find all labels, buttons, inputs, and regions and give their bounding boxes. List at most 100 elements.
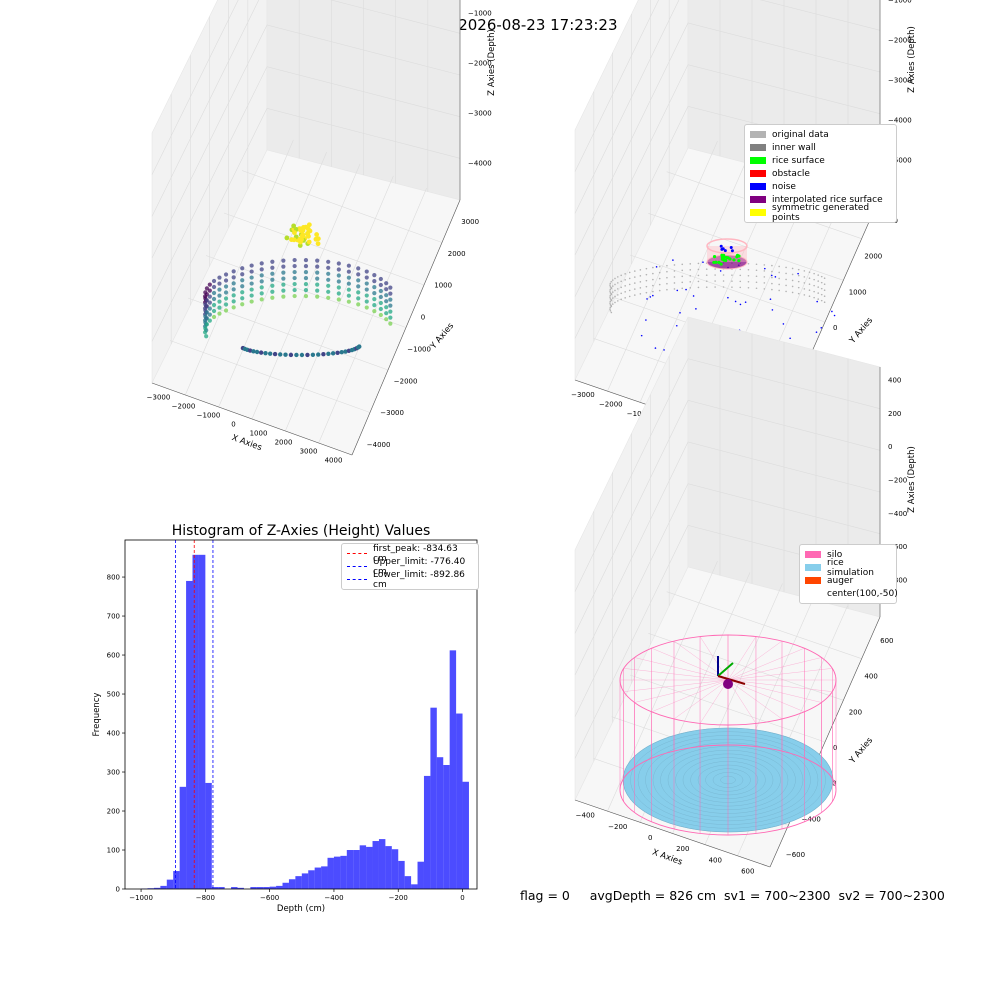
y-axis-line: [769, 616, 881, 868]
data-point: [388, 309, 393, 314]
noise-point: [771, 309, 774, 311]
histogram-bar: [417, 861, 424, 889]
rice-surface-point: [717, 260, 721, 264]
data-point: [384, 281, 389, 286]
histogram-bar: [192, 554, 199, 889]
z-tick-label: −800: [888, 577, 907, 585]
data-point: [611, 297, 614, 299]
data-point: [301, 225, 306, 230]
rice-surface-point: [724, 258, 728, 263]
data-point: [314, 232, 320, 237]
data-point: [247, 348, 253, 353]
data-point: [292, 257, 297, 263]
noise-point: [679, 311, 681, 314]
data-point: [378, 276, 383, 282]
data-point: [346, 275, 351, 280]
histogram-bar: [333, 856, 341, 889]
histogram-bar: [443, 764, 450, 889]
data-point: [272, 351, 278, 357]
avg-depth-text: avgDepth = 826 cm: [589, 888, 717, 903]
noise-point: [702, 261, 704, 263]
histogram-bar: [166, 879, 174, 889]
data-point: [211, 302, 217, 308]
data-point: [299, 233, 305, 238]
x-tick-label: −3000: [571, 391, 595, 399]
data-point: [372, 302, 377, 308]
data-point: [778, 283, 780, 286]
legend-entry: noise: [750, 180, 891, 193]
data-point: [281, 270, 286, 275]
data-point: [747, 262, 750, 265]
legend-entry: first_peak: -834.63 cm: [347, 544, 473, 564]
x-tick-label: 200: [676, 845, 689, 853]
data-point: [645, 291, 648, 294]
data-point: [763, 288, 766, 290]
data-point: [211, 308, 217, 314]
data-point: [645, 273, 648, 276]
data-point: [223, 272, 229, 277]
data-point: [249, 287, 254, 292]
histogram-bar: [218, 887, 225, 889]
legend-swatch: [805, 590, 821, 597]
legend-label: rice simulation: [827, 557, 874, 578]
data-point: [652, 266, 654, 269]
x-tick-label: 400: [709, 856, 722, 864]
center-marker: [723, 679, 733, 689]
histogram-bar: [340, 855, 347, 889]
data-point: [609, 282, 612, 285]
data-point: [281, 288, 286, 293]
data-point: [291, 223, 297, 229]
data-point: [249, 263, 254, 268]
legend-entry: symmetric generated points: [750, 203, 891, 223]
data-point: [343, 349, 348, 354]
data-point: [211, 314, 217, 320]
z-tick-label: −5000: [888, 157, 912, 165]
data-point: [624, 297, 626, 299]
data-point: [378, 300, 383, 306]
histogram-bar: [282, 882, 289, 889]
data-point: [292, 263, 297, 269]
data-point: [303, 269, 309, 275]
histogram-title: Histogram of Z-Axies (Height) Values: [171, 523, 431, 539]
data-point: [223, 302, 229, 307]
data-point: [609, 296, 611, 298]
data-point: [673, 282, 676, 284]
legend-line: [347, 566, 367, 567]
noise-point: [816, 300, 818, 303]
data-point: [610, 286, 613, 289]
data-point: [739, 274, 742, 277]
data-point: [628, 289, 631, 292]
data-point: [778, 271, 780, 274]
data-point: [813, 290, 815, 293]
legend-label: interpolated rice surface: [772, 194, 883, 205]
x-tick-label: −800: [196, 894, 215, 902]
data-point: [326, 295, 331, 300]
data-point: [249, 299, 254, 304]
data-point: [820, 299, 823, 302]
data-point: [306, 239, 312, 245]
silo-roof-line: [651, 679, 729, 713]
data-point: [336, 297, 341, 302]
data-point: [813, 278, 815, 281]
noise-point: [739, 303, 742, 306]
data-point: [739, 268, 742, 271]
data-point: [259, 261, 264, 266]
y-tick-label: −400: [802, 815, 821, 823]
data-point: [346, 263, 351, 268]
data-point: [240, 284, 245, 289]
y-tick-label: 300: [107, 769, 120, 777]
data-point: [813, 296, 815, 299]
data-point: [223, 296, 229, 301]
data-point: [211, 278, 217, 284]
data-point: [388, 303, 393, 308]
data-point: [731, 286, 733, 288]
histogram-bar: [327, 857, 334, 889]
data-point: [303, 257, 309, 263]
data-point: [217, 311, 222, 316]
y-axis-label: Y Axies: [847, 315, 875, 346]
data-point: [747, 268, 750, 271]
data-point: [681, 275, 684, 278]
histogram-bar: [186, 580, 193, 889]
data-point: [336, 279, 341, 284]
data-point: [315, 282, 320, 287]
